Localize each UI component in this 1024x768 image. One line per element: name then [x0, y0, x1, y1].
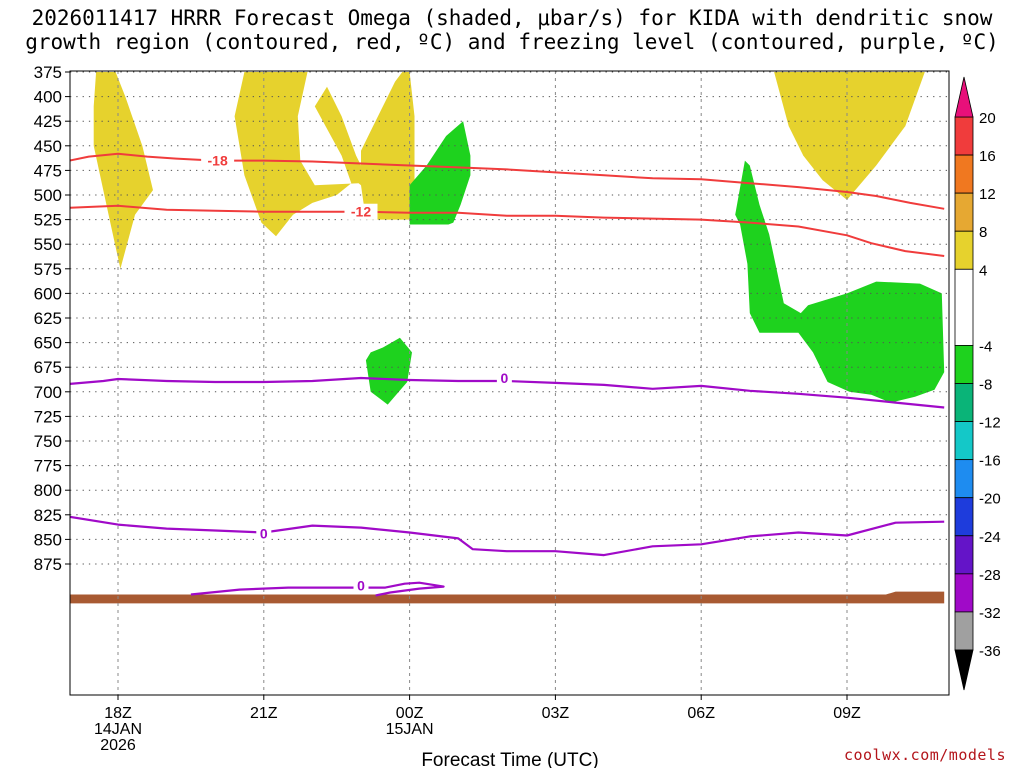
contour-label-dgz-minus-18: -18	[208, 153, 228, 169]
contour-dgz-minus-12	[70, 204, 945, 257]
y-tick-label-375: 375	[34, 63, 62, 82]
colorbar-bin--4-4	[954, 268, 974, 346]
y-tick-label-600: 600	[34, 284, 62, 303]
y-tick-label-850: 850	[34, 530, 62, 549]
colorbar: 20 16 12 8 4 -4 -8 -12 -16 -20 -24 -28 -32 -36	[954, 76, 1001, 691]
plot-frame	[69, 70, 950, 696]
omega-shading	[70, 72, 945, 604]
colorbar-below-arrow	[954, 649, 974, 691]
x-tick-label-0-2: 2026	[100, 737, 136, 754]
colorbar-label-7: -12	[979, 415, 1001, 432]
colorbar-label-0: 20	[979, 110, 996, 127]
colorbar-bin-4-8	[954, 230, 974, 270]
colorbar-label-6: -8	[979, 377, 992, 394]
contour-freezing-level-surface	[190, 581, 445, 597]
y-tick-label-550: 550	[34, 235, 62, 254]
terrain-strip	[70, 591, 945, 604]
colorbar-bin--28--24	[954, 535, 974, 575]
y-tick-label-425: 425	[34, 112, 62, 131]
contour-label-freezing-level-lower: 0	[260, 525, 268, 541]
colorbar-bin--20--16	[954, 459, 974, 499]
colorbar-label-8: -16	[979, 453, 1001, 470]
y-tick-label-525: 525	[34, 211, 62, 230]
colorbar-bin-16-20	[954, 116, 974, 156]
colorbar-label-12: -32	[979, 605, 1001, 622]
contour-label-bg-freezing-level-surface	[353, 577, 369, 594]
shaded-region-descent-3	[735, 160, 945, 403]
colorbar-bin--32--28	[954, 573, 974, 613]
x-tick-label-6-1: 15JAN	[386, 721, 434, 738]
y-tick-label-800: 800	[34, 481, 62, 500]
colorbar-bin--12--8	[954, 383, 974, 422]
y-tick-label-775: 775	[34, 457, 62, 476]
y-tick-label-675: 675	[34, 358, 62, 377]
colorbar-bin--16--12	[954, 421, 974, 461]
contour-label-bg-freezing-level-upper	[496, 370, 512, 387]
x-tick-label-6-0: 00Z	[396, 705, 424, 722]
contour-label-dgz-minus-12: -12	[351, 204, 371, 220]
contour-freezing-level-upper	[70, 376, 945, 409]
contour-label-bg-dgz-minus-12	[344, 203, 378, 220]
y-tick-label-575: 575	[34, 260, 62, 279]
colorbar-label-1: 16	[979, 148, 996, 165]
y-tick-label-875: 875	[34, 555, 62, 574]
contour-dgz-minus-18	[70, 152, 945, 210]
colorbar-label-9: -20	[979, 491, 1001, 508]
colorbar-label-11: -28	[979, 567, 1001, 584]
x-tick-label-12-0: 06Z	[687, 705, 715, 722]
x-tick-label-0-1: 14JAN	[94, 721, 142, 738]
colorbar-label-13: -36	[979, 643, 1001, 660]
shaded-region-ascent-3	[361, 72, 415, 220]
y-tick-label-700: 700	[34, 383, 62, 402]
shaded-region-ascent-4	[774, 72, 925, 200]
title-line-2: growth region (contoured, red, ºC) and f…	[25, 30, 999, 54]
x-tick-label-0-0: 18Z	[104, 705, 132, 722]
contour-label-bg-dgz-minus-18	[201, 152, 235, 169]
shaded-region-descent-2	[365, 337, 412, 405]
y-tick-label-650: 650	[34, 334, 62, 353]
contour-freezing-level-lower	[70, 515, 945, 557]
x-tick-label-3-0: 21Z	[250, 705, 278, 722]
colorbar-label-2: 12	[979, 186, 996, 203]
colorbar-bin--24--20	[954, 497, 974, 537]
x-tick-label-15-0: 09Z	[833, 705, 861, 722]
colorbar-bin-12-16	[954, 154, 974, 194]
y-tick-label-450: 450	[34, 137, 62, 156]
contour-label-freezing-level-upper: 0	[500, 370, 508, 386]
y-tick-label-725: 725	[34, 407, 62, 426]
colorbar-bin--8--4	[954, 345, 974, 384]
colorbar-bin-8-12	[954, 192, 974, 232]
shaded-region-descent-1	[409, 121, 471, 225]
y-tick-label-500: 500	[34, 186, 62, 205]
chart-title: 2026011417 HRRR Forecast Omega (shaded, …	[0, 6, 1024, 54]
contours: -18 -12 0 0 0	[70, 152, 945, 597]
y-tick-label-475: 475	[34, 161, 62, 180]
y-tick-label-825: 825	[34, 506, 62, 525]
colorbar-label-10: -24	[979, 529, 1001, 546]
x-axis-label: Forecast Time (UTC)	[421, 750, 598, 768]
axes: 375 400 425 450 475 500 525 550 575 600 625 650 675 7…	[34, 63, 861, 754]
colorbar-bin--36--32	[954, 611, 974, 651]
y-tick-label-400: 400	[34, 88, 62, 107]
x-tick-label-9-0: 03Z	[542, 705, 570, 722]
contour-label-freezing-level-surface: 0	[357, 578, 365, 594]
colorbar-label-4: 4	[979, 262, 987, 279]
site-credit[interactable]: coolwx.com/models	[843, 746, 1006, 764]
title-line-1: 2026011417 HRRR Forecast Omega (shaded, …	[31, 6, 993, 30]
colorbar-label-3: 8	[979, 224, 987, 241]
contour-label-bg-freezing-level-lower	[256, 525, 272, 542]
colorbar-label-5: -4	[979, 338, 992, 355]
y-tick-label-625: 625	[34, 309, 62, 328]
colorbar-above-arrow	[954, 76, 974, 118]
y-tick-label-750: 750	[34, 432, 62, 451]
